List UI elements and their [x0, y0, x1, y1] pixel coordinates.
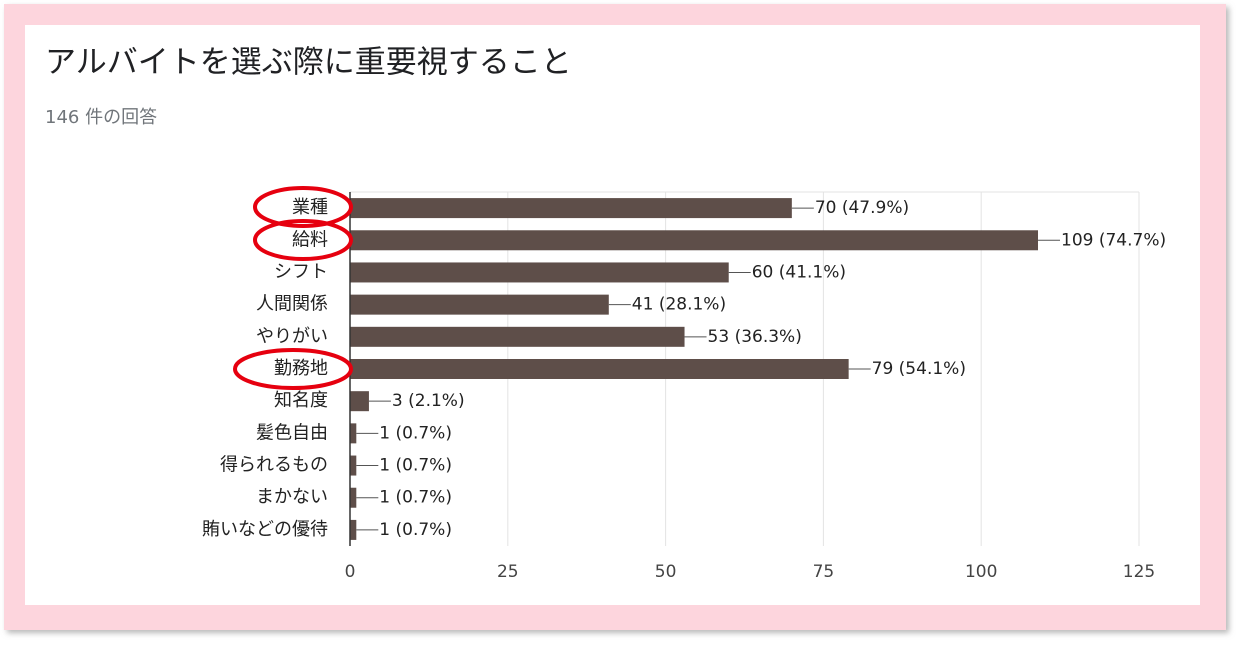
x-tick-label: 25 — [497, 562, 519, 582]
x-tick-label: 100 — [965, 562, 997, 582]
bar — [350, 262, 729, 283]
bar — [350, 230, 1039, 251]
card — [25, 25, 1200, 605]
value-label: 70 (47.9%) — [815, 198, 909, 218]
x-tick-label: 125 — [1123, 562, 1155, 582]
x-tick-label: 50 — [655, 562, 677, 582]
value-label: 1 (0.7%) — [379, 488, 452, 508]
value-label: 1 (0.7%) — [379, 520, 452, 540]
bar — [350, 391, 369, 412]
y-tick-label: 業種 — [292, 197, 328, 218]
bar — [350, 519, 357, 540]
bar — [350, 423, 357, 444]
y-tick-label: 賄いなどの優待 — [202, 519, 328, 540]
value-label: 53 (36.3%) — [708, 327, 802, 347]
y-tick-label: やりがい — [256, 326, 328, 347]
x-tick-label: 75 — [813, 562, 835, 582]
highlight-ellipse — [253, 219, 353, 261]
value-label: 1 (0.7%) — [379, 456, 452, 476]
bar — [350, 359, 849, 379]
chart-title: アルバイトを選ぶ際に重要視すること — [45, 45, 572, 81]
bar — [350, 294, 609, 315]
value-label: 41 (28.1%) — [632, 295, 726, 315]
y-tick-label: 得られるもの — [220, 455, 328, 476]
value-label: 109 (74.7%) — [1061, 230, 1166, 250]
bar — [350, 326, 685, 347]
highlights — [233, 186, 353, 390]
bar — [350, 198, 792, 219]
y-tick-label: 知名度 — [274, 390, 328, 411]
y-tick-label: 給料 — [292, 229, 328, 250]
chart-subtitle: 146 件の回答 — [45, 107, 157, 128]
y-tick-label: 髪色自由 — [256, 421, 328, 443]
value-label: 60 (41.1%) — [752, 262, 846, 282]
x-tick-label: 0 — [345, 562, 356, 582]
y-tick-label: シフト — [274, 261, 328, 282]
plot: 0 25 50 75 100 125 業種 70 (47.9%) 給料 109 (74.7%) シフ… — [202, 191, 1166, 582]
y-tick-label: 人間関係 — [256, 294, 328, 315]
value-label: 1 (0.7%) — [379, 423, 452, 443]
y-tick-label: まかない — [256, 487, 328, 508]
bar — [350, 487, 357, 508]
value-label: 79 (54.1%) — [872, 359, 966, 379]
highlight-ellipse — [233, 348, 353, 390]
bar — [350, 455, 357, 476]
value-label: 3 (2.1%) — [392, 391, 465, 411]
highlight-ellipse — [253, 186, 353, 228]
y-tick-label: 勤務地 — [274, 358, 328, 379]
